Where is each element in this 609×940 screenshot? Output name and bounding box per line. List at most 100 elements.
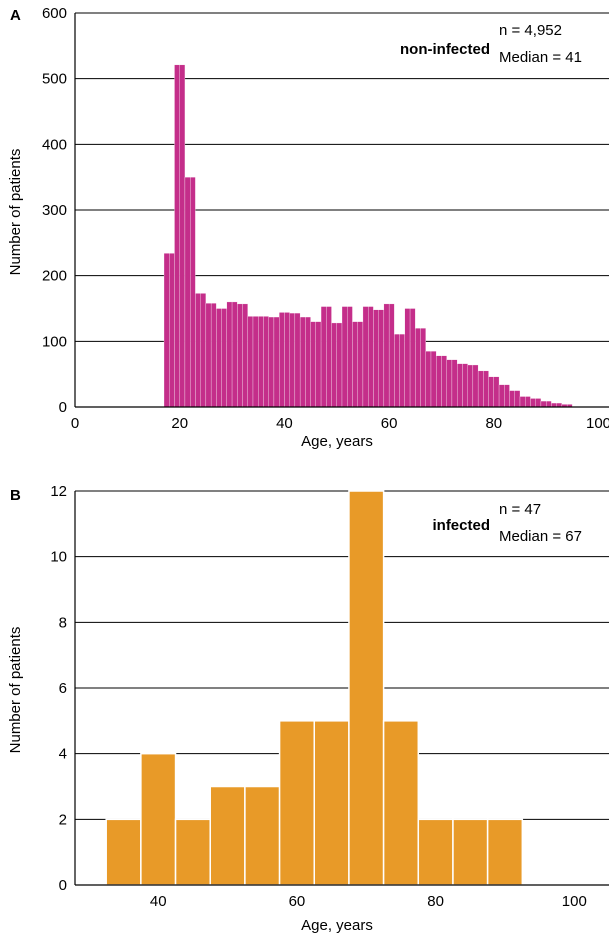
bar: [373, 309, 379, 408]
x-tick-label: 20: [171, 415, 188, 432]
x-tick-label: 100: [562, 893, 587, 910]
y-tick-label: 100: [42, 333, 67, 350]
bar: [263, 316, 269, 408]
bar: [352, 321, 358, 408]
panel-a-median-stat: Median = 41: [499, 49, 582, 66]
bar: [294, 312, 301, 408]
panel-b-axes: [74, 491, 609, 886]
bar: [331, 322, 337, 408]
y-tick-label: 6: [59, 680, 67, 697]
panel-a-y-axis-label: Number of patients: [7, 149, 24, 276]
panel-b: B 0 2 4 6 8 10 12 40 60 80 100 Age, years Number …: [7, 483, 609, 934]
x-tick-label: 40: [276, 415, 293, 432]
x-tick-label: 80: [427, 893, 444, 910]
y-tick-label: 300: [42, 202, 67, 219]
bar: [451, 359, 458, 408]
bar: [305, 316, 311, 408]
panel-b-x-tick-labels: 40 60 80 100: [150, 893, 587, 910]
bar: [273, 316, 280, 408]
bar: [315, 321, 322, 408]
y-tick-label: 0: [59, 399, 67, 416]
bar: [457, 363, 463, 408]
bar: [425, 351, 432, 408]
y-tick-label: 10: [50, 549, 67, 566]
bar: [498, 384, 505, 408]
bar: [388, 303, 395, 408]
bar: [467, 364, 474, 408]
bar: [535, 398, 542, 408]
bar: [347, 306, 353, 408]
x-tick-label: 60: [381, 415, 398, 432]
bar: [237, 303, 243, 408]
bar: [519, 396, 526, 408]
bar: [320, 306, 327, 408]
bar: [200, 293, 207, 408]
panel-b-y-axis-label: Number of patients: [7, 627, 24, 754]
panel-b-x-axis-label: Age, years: [301, 917, 373, 934]
bar: [348, 490, 385, 886]
bar: [409, 308, 416, 408]
panel-a: A 0 100 200 300 400 500 600 0 20 40 60 80 100 Age, …: [7, 5, 609, 450]
bar: [493, 376, 500, 408]
bar: [472, 364, 479, 408]
bar: [310, 321, 316, 408]
bar: [205, 303, 212, 408]
panel-a-bars: [163, 64, 573, 408]
bar: [417, 818, 454, 886]
bar: [378, 309, 385, 408]
bar: [313, 720, 350, 886]
y-tick-label: 8: [59, 614, 67, 631]
bar: [357, 321, 364, 408]
panel-a-axes: [74, 13, 609, 408]
bar: [226, 301, 233, 408]
bar: [299, 316, 306, 408]
bar: [190, 177, 196, 408]
y-tick-label: 600: [42, 5, 67, 22]
panel-a-x-tick-labels: 0 20 40 60 80 100: [71, 415, 609, 432]
bar: [530, 398, 536, 408]
bar: [169, 253, 175, 408]
x-tick-label: 60: [289, 893, 306, 910]
panel-b-label: B: [10, 487, 21, 504]
bar: [441, 355, 447, 408]
bar: [174, 818, 211, 886]
bar: [509, 390, 515, 408]
bar: [504, 384, 510, 408]
bar: [341, 306, 348, 408]
x-tick-label: 80: [485, 415, 502, 432]
bar: [278, 720, 316, 886]
panel-a-x-axis-label: Age, years: [301, 433, 373, 450]
y-tick-label: 12: [50, 483, 67, 500]
bar: [546, 400, 552, 408]
bar: [174, 64, 180, 408]
panel-b-median-stat: Median = 67: [499, 528, 582, 545]
bar: [336, 322, 343, 408]
x-tick-label: 40: [150, 893, 167, 910]
bar: [231, 301, 238, 408]
bar: [420, 328, 426, 408]
bar: [268, 316, 275, 408]
bar: [430, 351, 437, 408]
bar: [404, 308, 411, 408]
bar: [258, 316, 264, 408]
bar: [486, 818, 524, 886]
bar: [279, 312, 285, 408]
x-tick-label: 0: [71, 415, 79, 432]
y-tick-label: 2: [59, 811, 67, 828]
bar: [488, 376, 494, 408]
bar: [415, 328, 421, 408]
bar: [210, 303, 217, 408]
bar: [394, 333, 400, 408]
y-tick-label: 200: [42, 268, 67, 285]
panel-a-label: A: [10, 7, 21, 24]
panel-b-y-tick-labels: 0 2 4 6 8 10 12: [50, 483, 67, 894]
panel-a-group-label: non-infected: [400, 41, 490, 58]
bar: [452, 818, 489, 886]
panel-b-bars: [105, 490, 524, 886]
bar: [436, 355, 442, 408]
bar: [179, 64, 186, 408]
bar: [368, 306, 374, 408]
panel-a-y-tick-labels: 0 100 200 300 400 500 600: [42, 5, 67, 416]
bar: [383, 303, 390, 408]
